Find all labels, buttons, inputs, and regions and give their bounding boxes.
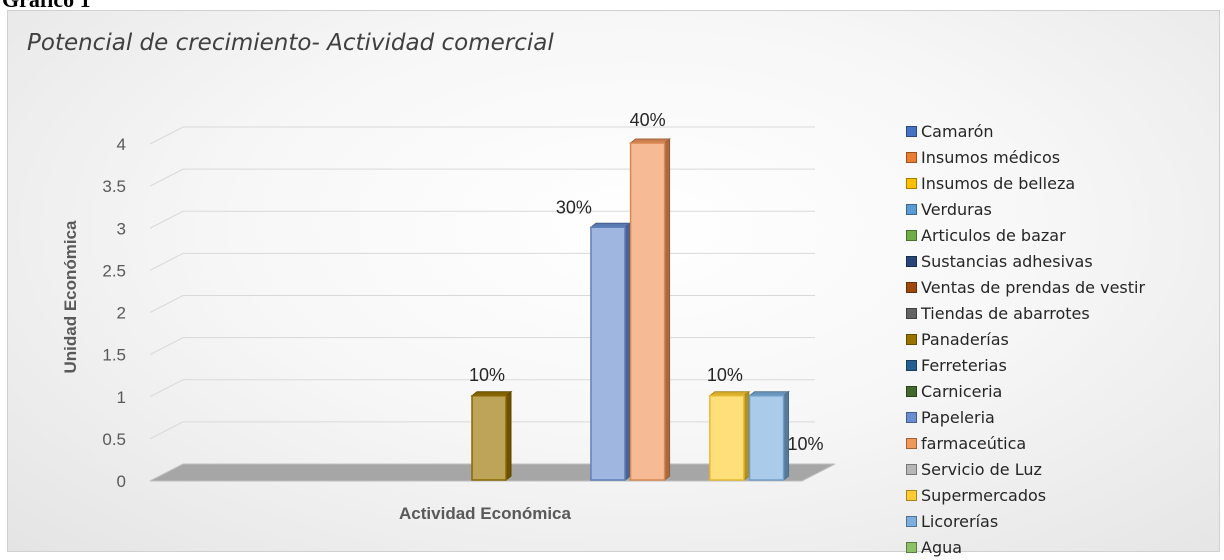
legend-label: Panaderías [921, 329, 1009, 349]
legend-swatch [906, 385, 917, 397]
legend: Camarón Insumos médicos Insumos de belleza… [906, 118, 1145, 560]
legend-swatch [906, 333, 917, 345]
y-tick-label: 3 [117, 219, 126, 238]
legend-label: Sustancias adhesivas [921, 251, 1093, 271]
legend-swatch [906, 489, 917, 501]
legend-swatch [906, 203, 917, 215]
legend-item: Articulos de bazar [906, 222, 1145, 248]
legend-swatch [906, 229, 917, 241]
legend-item: farmaceútica [906, 430, 1145, 456]
data-label: 10% [707, 365, 743, 385]
legend-label: Camarón [921, 121, 994, 141]
bar [708, 390, 751, 482]
legend-item: Licorerías [906, 508, 1145, 534]
y-tick-label: 2.5 [102, 261, 126, 280]
y-tick-label: 4 [117, 135, 126, 154]
legend-item: Camarón [906, 118, 1145, 144]
x-axis-label: Actividad Económica [399, 504, 571, 523]
gridline [149, 295, 815, 313]
gridline [149, 252, 815, 271]
legend-swatch [906, 281, 917, 293]
gridline [149, 210, 815, 229]
legend-item: Servicio de Luz [906, 456, 1145, 482]
legend-swatch [906, 255, 917, 267]
y-tick-label: 1.5 [102, 346, 126, 365]
legend-swatch [906, 463, 917, 475]
y-tick-label: 0.5 [102, 430, 126, 449]
y-tick-label: 0 [117, 472, 126, 491]
legend-swatch [906, 307, 917, 319]
data-label: 40% [630, 110, 666, 130]
legend-label: Supermercados [921, 485, 1047, 505]
legend-swatch [906, 437, 917, 449]
legend-label: Ventas de prendas de vestir [921, 277, 1146, 297]
bars [470, 137, 790, 482]
legend-item: Ventas de prendas de vestir [906, 274, 1145, 300]
y-axis-ticks: 0 0.5 1 1.5 2 2.5 3 3.5 4 [102, 135, 126, 491]
legend-label: Servicio de Luz [921, 459, 1042, 479]
legend-swatch [906, 411, 917, 423]
bar [589, 222, 632, 482]
data-label: 30% [556, 197, 592, 217]
bar [629, 137, 672, 482]
legend-item: Ferreterias [906, 352, 1145, 378]
legend-label: Carniceria [921, 381, 1003, 401]
gridline [149, 168, 815, 187]
legend-item: Insumos médicos [906, 144, 1145, 170]
legend-swatch [906, 359, 917, 371]
y-tick-label: 2 [117, 304, 126, 323]
legend-swatch [906, 177, 917, 189]
legend-label: farmaceútica [921, 433, 1027, 453]
y-tick-label: 3.5 [102, 177, 126, 196]
legend-swatch [906, 515, 917, 527]
legend-swatch [906, 541, 917, 553]
legend-item: Verduras [906, 196, 1145, 222]
legend-item: Supermercados [906, 482, 1145, 508]
chart-title: Potencial de crecimiento- Actividad come… [27, 30, 554, 56]
y-tick-label: 1 [117, 388, 126, 407]
legend-item: Insumos de belleza [906, 170, 1145, 196]
legend-item: Tiendas de abarrotes [906, 300, 1145, 326]
legend-label: Papeleria [921, 407, 995, 427]
data-label: 10% [469, 365, 505, 385]
legend-label: Articulos de bazar [921, 225, 1066, 245]
gridline [149, 126, 815, 145]
legend-label: Verduras [921, 199, 992, 219]
legend-item: Carniceria [906, 378, 1145, 404]
legend-swatch [906, 151, 917, 163]
gridline [149, 337, 815, 356]
legend-swatch [906, 125, 917, 137]
legend-label: Insumos médicos [921, 147, 1061, 167]
bar [748, 390, 790, 482]
bar [470, 390, 513, 482]
data-label: 10% [788, 434, 824, 454]
legend-label: Licorerías [921, 511, 999, 531]
legend-label: Insumos de belleza [921, 173, 1076, 193]
legend-label: Tiendas de abarrotes [921, 303, 1090, 323]
legend-item: Sustancias adhesivas [906, 248, 1145, 274]
legend-label: Agua [921, 537, 963, 557]
y-axis-label: Unidad Económica [61, 220, 80, 374]
document-heading: Gráfico 1 [2, 0, 91, 11]
legend-item: Panaderías [906, 326, 1145, 352]
legend-label: Ferreterias [921, 355, 1007, 375]
legend-item: Papeleria [906, 404, 1145, 430]
data-labels: 10% 30% 40% 10% 10% [469, 110, 824, 454]
legend-item: Agua [906, 534, 1145, 560]
